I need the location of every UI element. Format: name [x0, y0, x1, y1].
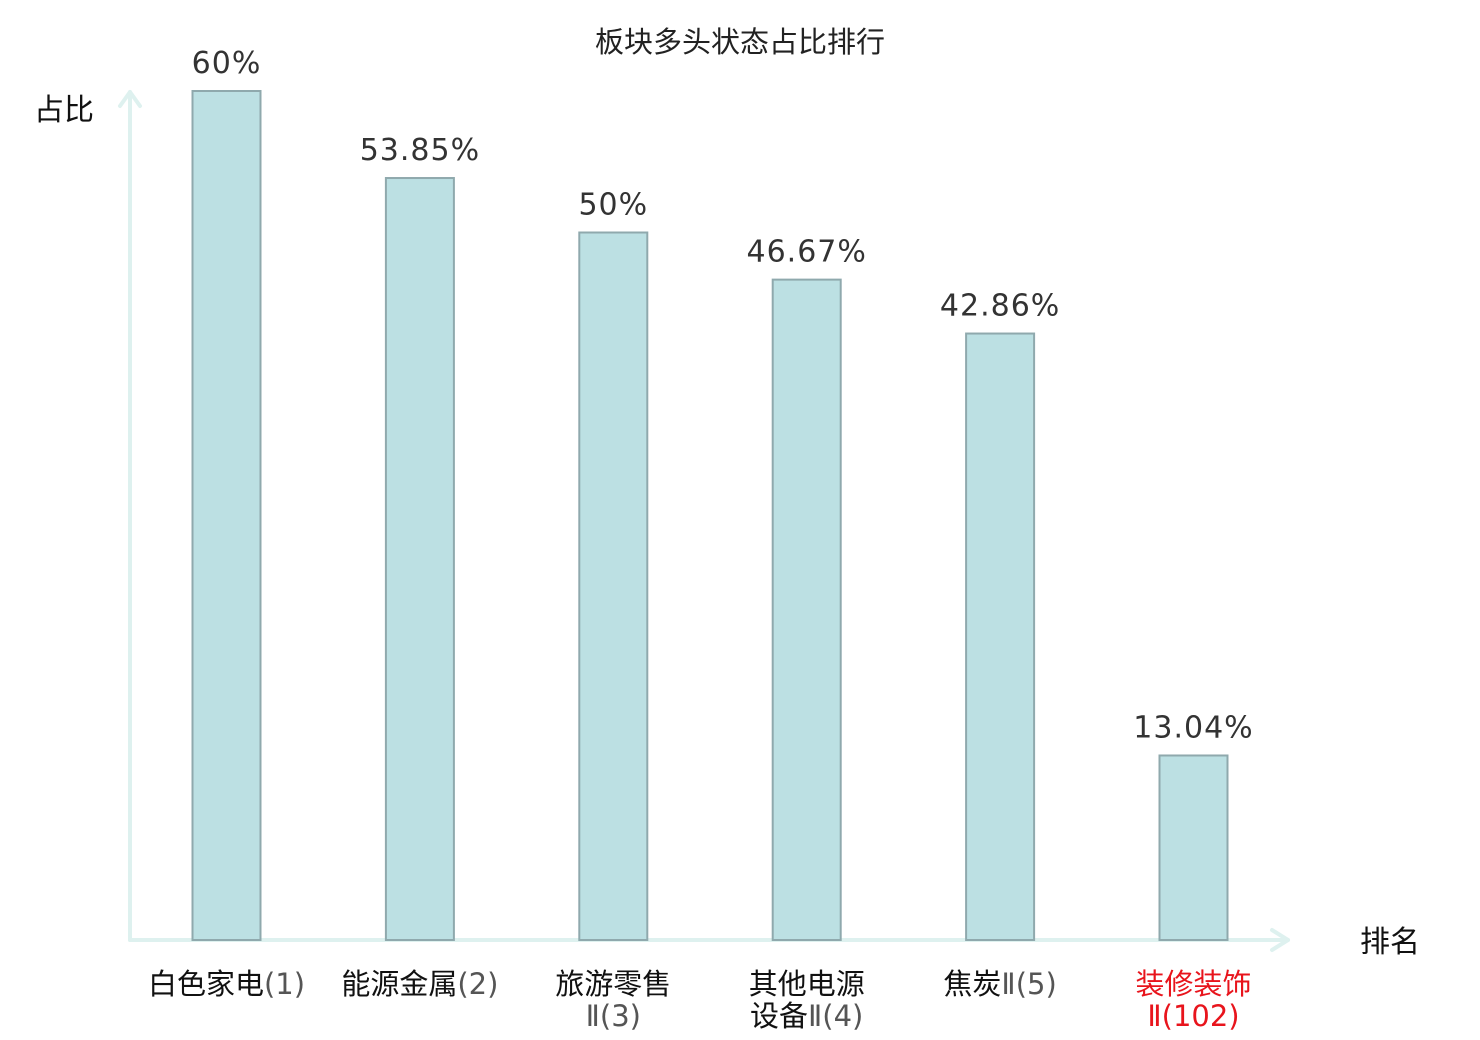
y-axis-arrow	[118, 90, 142, 108]
tick-label: Ⅱ(102)	[1147, 999, 1239, 1033]
x-axis-arrow	[1270, 928, 1290, 952]
tick-label: 旅游零售	[555, 967, 671, 1001]
data-label: 50%	[578, 188, 648, 223]
tick-label-part: (1)	[264, 967, 305, 1001]
bar	[578, 231, 649, 941]
value-labels-group: 60% 53.85% 50% 46.67% 42.86% 13.04%	[192, 46, 1253, 745]
tick-label: Ⅱ(3)	[586, 999, 641, 1033]
tick-label: 装修装饰	[1135, 967, 1251, 1001]
tick-label-part: Ⅱ(102)	[1147, 999, 1239, 1033]
bar	[1158, 754, 1229, 942]
tick-label-part: 能源金属	[341, 967, 457, 1001]
bar	[771, 278, 842, 941]
axes	[118, 90, 1290, 952]
y-axis-label: 占比	[34, 93, 94, 128]
bar	[191, 90, 262, 941]
bar	[965, 332, 1036, 941]
tick-label-part: 白色家电	[148, 967, 264, 1001]
data-label: 53.85%	[360, 133, 480, 168]
data-label: 13.04%	[1133, 710, 1253, 745]
tick-label-part: 装修装饰	[1135, 967, 1251, 1001]
tick-label-part: 旅游零售	[555, 967, 671, 1001]
bar	[384, 177, 455, 941]
tick-label-part: 焦炭	[943, 967, 1001, 1001]
x-axis-label: 排名	[1360, 925, 1420, 960]
tick-label: 其他电源	[749, 967, 865, 1001]
tick-label-part: 其他电源	[749, 967, 865, 1001]
tick-label-part: (2)	[457, 967, 498, 1001]
tick-label: 设备Ⅱ(4)	[750, 999, 863, 1033]
tick-label: 焦炭Ⅱ(5)	[943, 967, 1056, 1001]
data-label: 42.86%	[940, 289, 1060, 324]
chart-title: 板块多头状态占比排行	[595, 25, 885, 59]
tick-label: 白色家电(1)	[148, 967, 305, 1001]
data-label: 60%	[192, 46, 262, 81]
tick-label-part: 设备	[750, 999, 808, 1033]
tick-label-part: Ⅱ(4)	[808, 999, 863, 1033]
tick-label-part: Ⅱ(3)	[586, 999, 641, 1033]
bars-group	[191, 90, 1229, 942]
data-label: 46.67%	[747, 235, 867, 270]
tick-label: 能源金属(2)	[341, 967, 498, 1001]
tick-label-part: Ⅱ(5)	[1001, 967, 1056, 1001]
